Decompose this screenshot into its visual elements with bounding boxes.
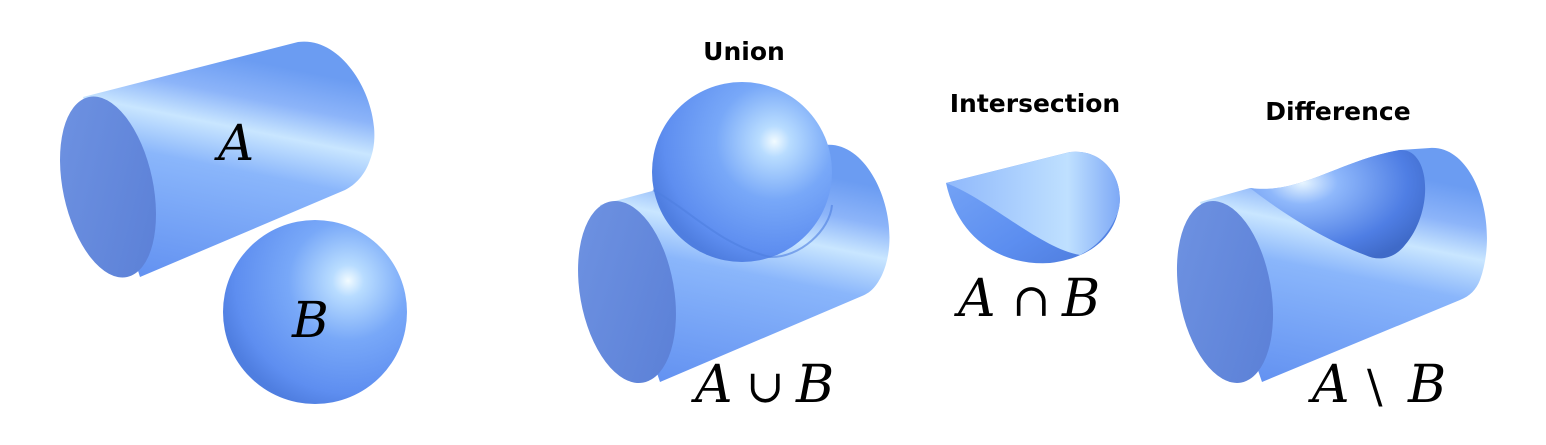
label-a: A xyxy=(214,114,254,172)
intersection-expression: A ∩ B xyxy=(954,269,1100,329)
intersection-shape xyxy=(946,151,1120,264)
label-b: B xyxy=(291,291,329,349)
svg-text:∩: ∩ xyxy=(1012,273,1051,327)
difference-panel: Difference A \ B xyxy=(1176,97,1487,415)
intersection-panel: Intersection A ∩ B xyxy=(946,89,1120,329)
svg-text:A: A xyxy=(954,269,996,329)
union-expression: A ∪ B xyxy=(691,355,834,415)
union-panel: Union A ∪ B xyxy=(578,37,890,415)
svg-text:B: B xyxy=(795,355,834,415)
sphere-b xyxy=(223,220,407,404)
svg-text:A: A xyxy=(691,355,733,415)
union-title: Union xyxy=(703,37,785,66)
svg-text:∪: ∪ xyxy=(746,359,785,413)
difference-shape xyxy=(1176,147,1487,383)
union-shape xyxy=(578,82,890,383)
svg-text:B: B xyxy=(1061,269,1100,329)
svg-text:A: A xyxy=(1308,355,1350,415)
difference-expression: A \ B xyxy=(1308,355,1446,415)
cylinder-a xyxy=(60,41,375,278)
difference-title: Difference xyxy=(1265,97,1410,126)
svg-text:B: B xyxy=(1407,355,1446,415)
svg-text:\: \ xyxy=(1367,359,1383,413)
input-shapes-panel: A B xyxy=(60,41,407,404)
intersection-title: Intersection xyxy=(950,89,1120,118)
